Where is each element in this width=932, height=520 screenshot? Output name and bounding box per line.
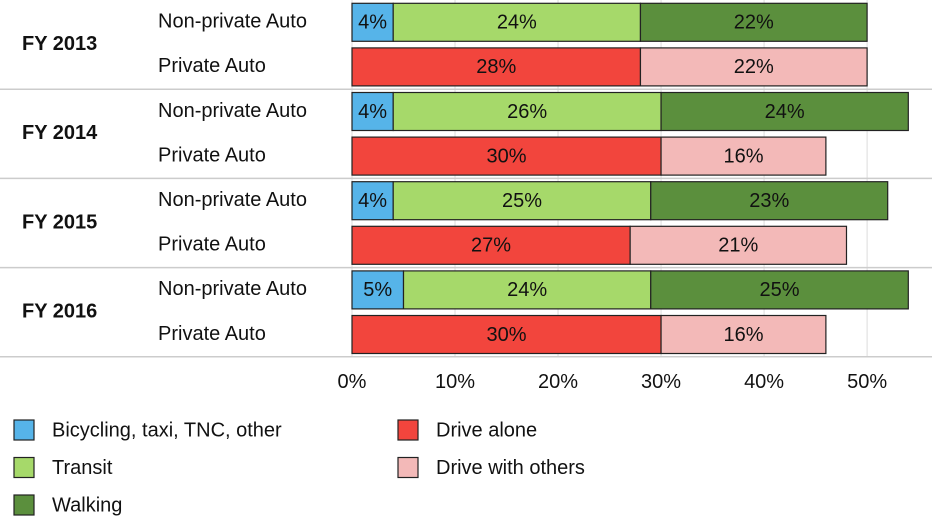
y-tick-label: Private Auto (158, 144, 266, 166)
group-label: FY 2016 (22, 300, 97, 322)
data-label: 16% (723, 145, 763, 167)
y-tick-label: Non-private Auto (158, 11, 307, 33)
bar-segment (639, 2, 868, 42)
data-label: 21% (718, 235, 758, 257)
y-tick-label: Non-private Auto (158, 189, 307, 211)
bar-segment (392, 2, 642, 42)
data-label: 27% (471, 235, 511, 257)
x-tick-label: 40% (744, 371, 784, 393)
bar-segment (629, 225, 848, 265)
bar-segment (351, 225, 631, 265)
bar-segment (650, 270, 909, 310)
data-label: 26% (507, 101, 547, 123)
y-tick-label: Non-private Auto (158, 100, 307, 122)
data-label: 23% (749, 190, 789, 212)
legend-swatch (13, 456, 35, 479)
legend-label: Drive alone (436, 419, 537, 441)
legend-swatch (13, 494, 35, 516)
legend-label: Walking (52, 494, 122, 516)
bar-segment (351, 47, 642, 87)
data-label: 16% (723, 324, 763, 346)
group-label: FY 2013 (22, 33, 97, 55)
x-tick-label: 0% (338, 371, 367, 393)
data-label: 30% (487, 145, 527, 167)
x-tick-label: 50% (847, 371, 887, 393)
legend-label: Drive with others (436, 457, 585, 479)
bar-segment (660, 314, 827, 355)
data-label: 22% (734, 12, 774, 34)
bar-segment (660, 91, 909, 132)
bar-segment (660, 136, 827, 176)
legend-label: Transit (52, 457, 113, 479)
group-label: FY 2015 (22, 211, 97, 233)
data-label: 4% (358, 12, 387, 34)
data-label: 4% (358, 101, 387, 123)
bar-segment (351, 314, 662, 355)
y-tick-label: Private Auto (158, 55, 266, 77)
legend-swatch (397, 456, 419, 479)
x-tick-label: 20% (538, 371, 578, 393)
data-label: 28% (476, 56, 516, 78)
legend-label: Bicycling, taxi, TNC, other (52, 419, 282, 441)
x-tick-label: 10% (435, 371, 475, 393)
y-tick-label: Non-private Auto (158, 278, 307, 300)
bar-segment (351, 91, 394, 132)
bar-segment (351, 181, 394, 221)
bar-segment (650, 181, 889, 221)
legend-swatch (13, 419, 35, 441)
bar-segment (351, 270, 405, 310)
bar-segment (392, 181, 652, 221)
data-label: 24% (765, 101, 805, 123)
bar-segment (402, 270, 652, 310)
data-label: 5% (363, 279, 392, 301)
data-label: 30% (487, 324, 527, 346)
data-label: 24% (497, 12, 537, 34)
bar-segment (639, 47, 868, 87)
y-tick-label: Private Auto (158, 234, 266, 256)
data-label: 25% (502, 190, 542, 212)
data-label: 24% (507, 279, 547, 301)
group-label: FY 2014 (22, 122, 98, 144)
data-label: 4% (358, 190, 387, 212)
bar-segment (351, 136, 662, 176)
legend-swatch (397, 419, 419, 441)
data-label: 22% (734, 56, 774, 78)
x-tick-label: 30% (641, 371, 681, 393)
bar-segment (392, 91, 662, 132)
data-label: 25% (760, 279, 800, 301)
y-tick-label: Private Auto (158, 323, 266, 345)
